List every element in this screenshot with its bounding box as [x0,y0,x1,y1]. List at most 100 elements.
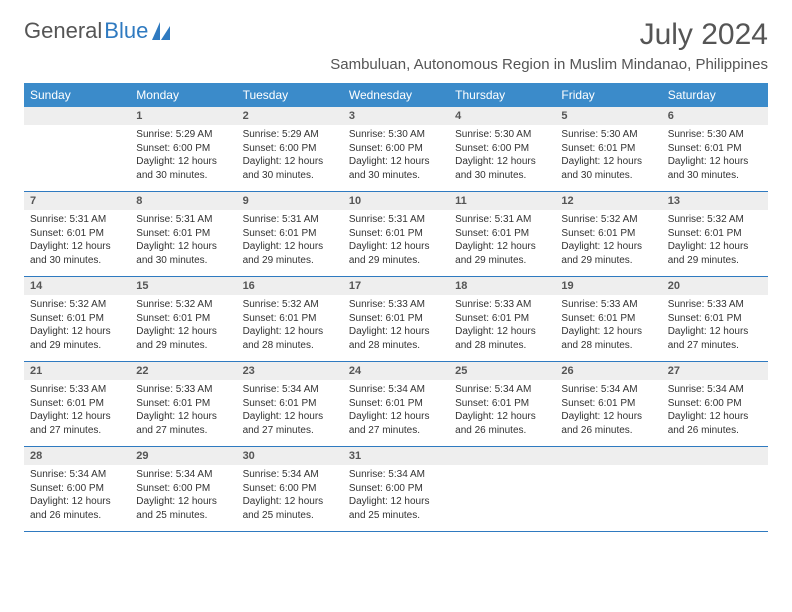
day-number: 27 [662,362,768,380]
daylight-text: Daylight: 12 hours and 25 minutes. [136,495,230,522]
day-number: 8 [130,192,236,210]
day-cell: 22Sunrise: 5:33 AMSunset: 6:01 PMDayligh… [130,362,236,446]
sunrise-text: Sunrise: 5:34 AM [668,383,762,397]
day-body: Sunrise: 5:31 AMSunset: 6:01 PMDaylight:… [24,210,130,271]
day-number: 30 [237,447,343,465]
daylight-text: Daylight: 12 hours and 30 minutes. [455,155,549,182]
day-cell: 5Sunrise: 5:30 AMSunset: 6:01 PMDaylight… [555,107,661,191]
daylight-text: Daylight: 12 hours and 27 minutes. [349,410,443,437]
day-body: Sunrise: 5:33 AMSunset: 6:01 PMDaylight:… [130,380,236,441]
calendar: Sunday Monday Tuesday Wednesday Thursday… [24,83,768,532]
day-body: Sunrise: 5:30 AMSunset: 6:00 PMDaylight:… [343,125,449,186]
sunrise-text: Sunrise: 5:34 AM [561,383,655,397]
day-number: 10 [343,192,449,210]
day-cell [555,447,661,531]
day-number: 9 [237,192,343,210]
daylight-text: Daylight: 12 hours and 26 minutes. [455,410,549,437]
sunrise-text: Sunrise: 5:31 AM [243,213,337,227]
location-text: Sambuluan, Autonomous Region in Muslim M… [330,56,768,73]
day-number [555,447,661,465]
day-body: Sunrise: 5:29 AMSunset: 6:00 PMDaylight:… [237,125,343,186]
day-cell: 17Sunrise: 5:33 AMSunset: 6:01 PMDayligh… [343,277,449,361]
sunrise-text: Sunrise: 5:34 AM [349,383,443,397]
day-number: 7 [24,192,130,210]
day-body: Sunrise: 5:34 AMSunset: 6:01 PMDaylight:… [449,380,555,441]
sunset-text: Sunset: 6:01 PM [243,312,337,326]
day-number: 18 [449,277,555,295]
day-cell: 7Sunrise: 5:31 AMSunset: 6:01 PMDaylight… [24,192,130,276]
day-number: 23 [237,362,343,380]
day-cell: 29Sunrise: 5:34 AMSunset: 6:00 PMDayligh… [130,447,236,531]
day-number: 25 [449,362,555,380]
day-body: Sunrise: 5:32 AMSunset: 6:01 PMDaylight:… [555,210,661,271]
day-body [662,465,768,472]
sunset-text: Sunset: 6:00 PM [30,482,124,496]
weekday-label: Saturday [662,83,768,107]
day-body [555,465,661,472]
daylight-text: Daylight: 12 hours and 26 minutes. [668,410,762,437]
sunset-text: Sunset: 6:00 PM [668,397,762,411]
sunset-text: Sunset: 6:00 PM [136,142,230,156]
weekday-label: Tuesday [237,83,343,107]
day-cell: 14Sunrise: 5:32 AMSunset: 6:01 PMDayligh… [24,277,130,361]
day-body: Sunrise: 5:30 AMSunset: 6:00 PMDaylight:… [449,125,555,186]
day-cell: 26Sunrise: 5:34 AMSunset: 6:01 PMDayligh… [555,362,661,446]
daylight-text: Daylight: 12 hours and 29 minutes. [243,240,337,267]
sunrise-text: Sunrise: 5:31 AM [455,213,549,227]
day-cell: 10Sunrise: 5:31 AMSunset: 6:01 PMDayligh… [343,192,449,276]
sunrise-text: Sunrise: 5:34 AM [243,468,337,482]
sunrise-text: Sunrise: 5:33 AM [561,298,655,312]
day-cell [449,447,555,531]
day-body: Sunrise: 5:33 AMSunset: 6:01 PMDaylight:… [449,295,555,356]
sunrise-text: Sunrise: 5:34 AM [243,383,337,397]
day-body: Sunrise: 5:32 AMSunset: 6:01 PMDaylight:… [24,295,130,356]
sunset-text: Sunset: 6:00 PM [349,142,443,156]
title-block: July 2024 Sambuluan, Autonomous Region i… [330,18,768,73]
daylight-text: Daylight: 12 hours and 25 minutes. [243,495,337,522]
day-body: Sunrise: 5:32 AMSunset: 6:01 PMDaylight:… [237,295,343,356]
daylight-text: Daylight: 12 hours and 29 minutes. [668,240,762,267]
day-cell: 18Sunrise: 5:33 AMSunset: 6:01 PMDayligh… [449,277,555,361]
sunset-text: Sunset: 6:00 PM [136,482,230,496]
day-number: 15 [130,277,236,295]
day-body: Sunrise: 5:32 AMSunset: 6:01 PMDaylight:… [130,295,236,356]
day-number: 31 [343,447,449,465]
sunset-text: Sunset: 6:01 PM [668,312,762,326]
day-body: Sunrise: 5:34 AMSunset: 6:01 PMDaylight:… [555,380,661,441]
sunset-text: Sunset: 6:00 PM [243,482,337,496]
sunset-text: Sunset: 6:01 PM [455,312,549,326]
daylight-text: Daylight: 12 hours and 26 minutes. [561,410,655,437]
day-number: 3 [343,107,449,125]
sunrise-text: Sunrise: 5:32 AM [243,298,337,312]
sunrise-text: Sunrise: 5:33 AM [30,383,124,397]
sunrise-text: Sunrise: 5:33 AM [455,298,549,312]
day-number: 17 [343,277,449,295]
day-number: 29 [130,447,236,465]
day-body: Sunrise: 5:30 AMSunset: 6:01 PMDaylight:… [555,125,661,186]
day-number: 14 [24,277,130,295]
sunset-text: Sunset: 6:01 PM [136,312,230,326]
day-body: Sunrise: 5:34 AMSunset: 6:00 PMDaylight:… [237,465,343,526]
sunrise-text: Sunrise: 5:30 AM [349,128,443,142]
sail-icon [152,22,172,40]
day-number: 2 [237,107,343,125]
month-year: July 2024 [330,18,768,52]
day-cell: 23Sunrise: 5:34 AMSunset: 6:01 PMDayligh… [237,362,343,446]
day-body: Sunrise: 5:33 AMSunset: 6:01 PMDaylight:… [24,380,130,441]
sunrise-text: Sunrise: 5:34 AM [136,468,230,482]
day-cell: 6Sunrise: 5:30 AMSunset: 6:01 PMDaylight… [662,107,768,191]
daylight-text: Daylight: 12 hours and 27 minutes. [136,410,230,437]
day-number: 6 [662,107,768,125]
sunset-text: Sunset: 6:00 PM [243,142,337,156]
day-number [449,447,555,465]
day-number: 21 [24,362,130,380]
sunrise-text: Sunrise: 5:32 AM [30,298,124,312]
day-body: Sunrise: 5:34 AMSunset: 6:00 PMDaylight:… [24,465,130,526]
sunrise-text: Sunrise: 5:31 AM [349,213,443,227]
day-body: Sunrise: 5:31 AMSunset: 6:01 PMDaylight:… [449,210,555,271]
sunset-text: Sunset: 6:01 PM [30,312,124,326]
day-body: Sunrise: 5:34 AMSunset: 6:00 PMDaylight:… [130,465,236,526]
sunrise-text: Sunrise: 5:30 AM [561,128,655,142]
sunrise-text: Sunrise: 5:32 AM [668,213,762,227]
daylight-text: Daylight: 12 hours and 30 minutes. [136,155,230,182]
